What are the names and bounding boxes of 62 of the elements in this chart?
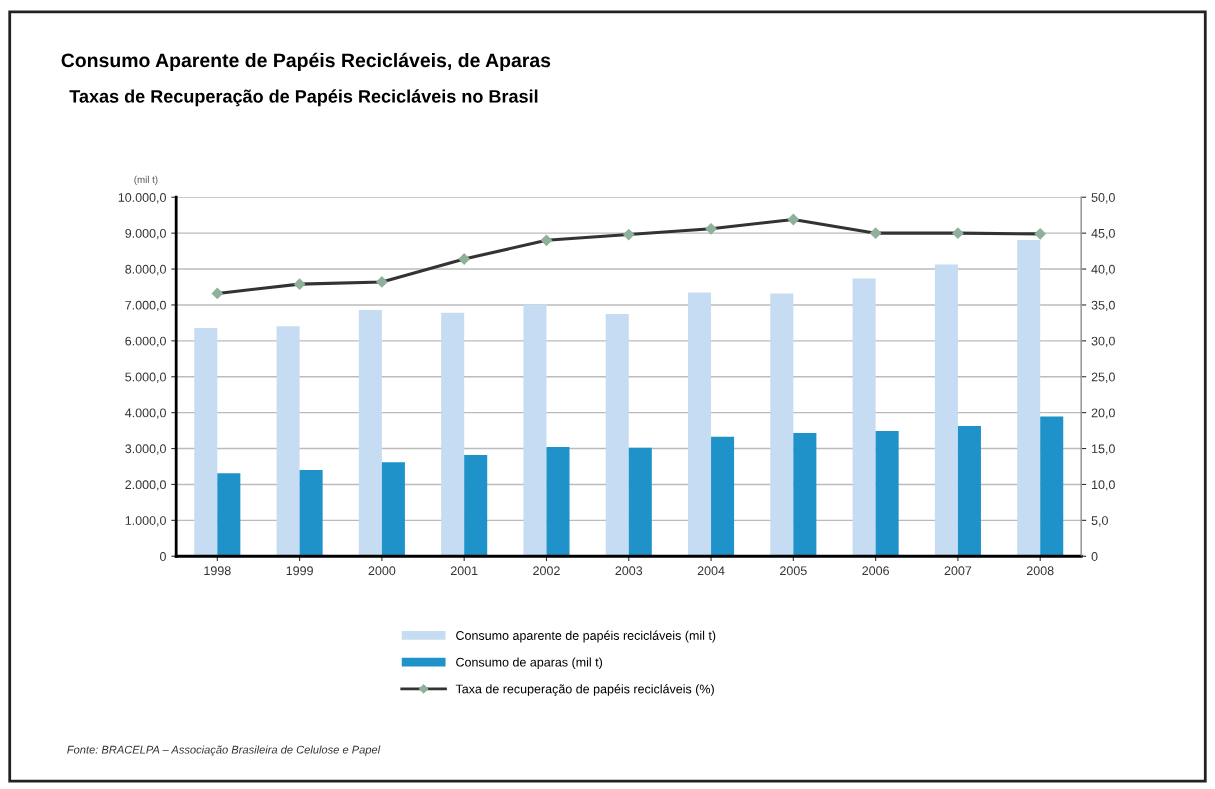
bar	[276, 326, 300, 557]
bar	[464, 455, 488, 557]
bar	[875, 430, 899, 557]
bar	[194, 327, 218, 557]
bar	[299, 470, 323, 557]
bar	[934, 264, 958, 557]
y2-tick-label: 25,0	[1091, 372, 1115, 383]
bar	[628, 447, 652, 557]
bar	[546, 447, 570, 557]
y-tick-label: 7.000,0	[125, 300, 166, 312]
x-tick-label: 1998	[204, 566, 231, 576]
y-tick-label: 2.000,0	[125, 480, 166, 491]
bar	[1040, 416, 1064, 557]
y-axis-title: (mil t)	[134, 175, 158, 185]
y-tick-label: 8.000,0	[125, 264, 166, 276]
x-tick-label: 2002	[533, 566, 560, 576]
y2-tick-label: 40,0	[1091, 264, 1115, 276]
y-tick-label: 1.000,0	[125, 516, 166, 527]
x-tick-label: 1999	[286, 566, 313, 576]
bar	[770, 293, 794, 557]
y-tick-label: 5.000,0	[125, 372, 166, 383]
y-tick-label: 3.000,0	[125, 444, 166, 455]
bar	[793, 433, 817, 557]
bar	[957, 425, 981, 557]
y2-tick-label: 10,0	[1092, 480, 1115, 491]
bar	[358, 309, 382, 557]
x-tick-label: 2003	[615, 566, 643, 576]
x-tick-label: 2008	[1026, 566, 1054, 576]
y2-tick-label: 50,0	[1091, 193, 1115, 204]
x-tick-label: 2006	[862, 566, 889, 576]
y-tick-label: 6.000,0	[125, 336, 166, 347]
y-tick-label: 0	[159, 552, 166, 561]
bar	[523, 304, 547, 557]
y-tick-label: 9.000,0	[125, 228, 166, 240]
bar	[217, 473, 241, 557]
legend-label: Taxa de recuperação de papéis recicláveis (%)	[455, 684, 714, 696]
x-tick-label: 2001	[450, 566, 478, 576]
source-note: Fonte: BRACELPA – Associação Brasileira de Celulose e Papel	[67, 745, 381, 756]
bar	[852, 278, 876, 557]
y2-tick-label: 20,0	[1091, 408, 1115, 419]
bar	[1017, 239, 1041, 557]
bar	[605, 313, 629, 557]
x-tick-label: 2000	[368, 566, 396, 576]
legend-label: Consumo aparente de papéis recicláveis (mil t)	[456, 630, 716, 643]
y2-tick-label: 5,0	[1091, 516, 1108, 527]
chart-title: Consumo Aparente de Papéis Recicláveis, de Aparas	[61, 52, 551, 72]
x-tick-label: 2007	[944, 566, 972, 576]
x-tick-label: 2005	[780, 566, 807, 576]
y2-tick-label: 45,0	[1091, 228, 1115, 240]
x-tick-label: 2004	[697, 566, 725, 576]
bar	[441, 312, 465, 557]
legend-label: Consumo de aparas (mil t)	[456, 657, 603, 670]
y-tick-label: 10.000,0	[118, 193, 166, 204]
y2-tick-label: 0	[1091, 552, 1098, 561]
bar	[381, 462, 405, 557]
bar	[688, 292, 712, 557]
chart-subtitle: Taxas de Recuperação de Papéis Recicláveis no Brasil	[69, 89, 538, 107]
y2-tick-label: 30,0	[1091, 336, 1115, 347]
y-tick-label: 4.000,0	[125, 408, 166, 419]
y2-tick-label: 15,0	[1092, 444, 1115, 455]
bar	[711, 436, 735, 557]
y2-tick-label: 35,0	[1091, 300, 1115, 312]
